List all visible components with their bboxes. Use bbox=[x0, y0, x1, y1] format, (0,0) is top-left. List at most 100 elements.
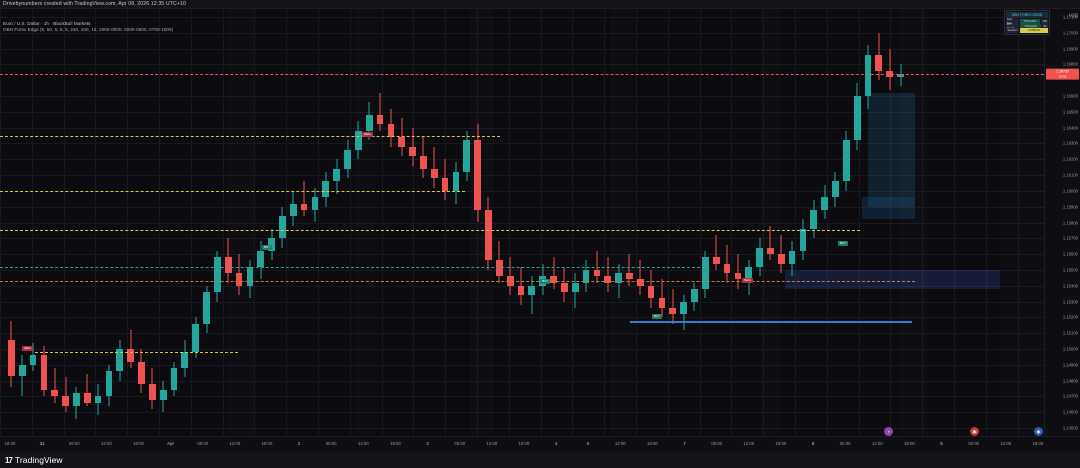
candlestick[interactable] bbox=[138, 9, 145, 436]
candlestick[interactable] bbox=[94, 9, 102, 436]
support-teal[interactable] bbox=[0, 266, 700, 268]
candlestick[interactable] bbox=[344, 9, 351, 436]
candlestick[interactable] bbox=[615, 9, 622, 436]
candlestick[interactable] bbox=[257, 9, 265, 436]
support-orange[interactable] bbox=[0, 281, 915, 282]
candlestick[interactable] bbox=[864, 9, 872, 436]
candlestick[interactable] bbox=[680, 9, 687, 436]
candlestick[interactable] bbox=[745, 9, 753, 436]
candlestick[interactable] bbox=[8, 9, 15, 436]
candlestick[interactable] bbox=[767, 9, 774, 436]
candlestick[interactable] bbox=[105, 9, 113, 436]
candlestick[interactable] bbox=[398, 9, 406, 436]
candlestick[interactable] bbox=[604, 9, 612, 436]
sell-signal-3[interactable]: SELL bbox=[742, 277, 754, 283]
candlestick[interactable] bbox=[279, 9, 286, 436]
candlestick[interactable] bbox=[474, 9, 481, 436]
chart-canvas[interactable]: SELL SELL SELL BUY BUY BUY BUY Euro / U.S. Dol… bbox=[0, 9, 1044, 436]
candlestick[interactable] bbox=[593, 9, 601, 436]
economic-event-clock[interactable]: ◑ bbox=[884, 427, 893, 436]
candlestick[interactable] bbox=[626, 9, 633, 436]
supply-zone-upper[interactable] bbox=[868, 92, 915, 207]
candlestick[interactable] bbox=[246, 9, 254, 436]
time-scale[interactable]: 18:00 31 06:00 12:00 18:00 Apr 06:00 12:00 18:00… bbox=[0, 436, 1080, 452]
candlestick[interactable] bbox=[485, 9, 492, 436]
candlestick[interactable] bbox=[300, 9, 308, 436]
candlestick[interactable] bbox=[51, 9, 59, 436]
demand-zone-blue[interactable] bbox=[785, 269, 1000, 289]
tradingview-logo[interactable]: 17 TradingView bbox=[0, 455, 63, 465]
candlestick[interactable] bbox=[268, 9, 275, 436]
candlestick[interactable] bbox=[842, 9, 850, 436]
candlestick[interactable] bbox=[788, 9, 796, 436]
candlestick[interactable] bbox=[420, 9, 427, 436]
candlestick[interactable] bbox=[430, 9, 438, 436]
support-blue[interactable] bbox=[630, 320, 912, 323]
candlestick[interactable] bbox=[235, 9, 243, 436]
buy-signal-3[interactable]: BUY bbox=[652, 314, 663, 320]
candlestick[interactable] bbox=[495, 9, 503, 436]
indicator-status-panel[interactable]: OBH FOREX EDGE KEY BuyTRIGGER100LPT Tren… bbox=[1004, 10, 1050, 35]
resistance-mid[interactable] bbox=[0, 190, 465, 192]
economic-event-news[interactable]: ▣ bbox=[970, 427, 979, 436]
candlestick[interactable] bbox=[409, 9, 416, 436]
candlestick[interactable] bbox=[712, 9, 720, 436]
candlestick[interactable] bbox=[376, 9, 384, 436]
candlestick[interactable] bbox=[387, 9, 395, 436]
economic-event-info[interactable]: ◉ bbox=[1034, 427, 1043, 436]
candlestick[interactable] bbox=[517, 9, 525, 436]
candlestick[interactable] bbox=[214, 9, 221, 436]
support-yellow-low[interactable] bbox=[35, 352, 238, 354]
candlestick[interactable] bbox=[62, 9, 69, 436]
candlestick[interactable] bbox=[506, 9, 514, 436]
candlestick[interactable] bbox=[29, 9, 37, 436]
candlestick[interactable] bbox=[441, 9, 449, 436]
candlestick[interactable] bbox=[561, 9, 568, 436]
candlestick[interactable] bbox=[691, 9, 698, 436]
candlestick[interactable] bbox=[83, 9, 91, 436]
candlestick[interactable] bbox=[159, 9, 167, 436]
candlestick[interactable] bbox=[734, 9, 742, 436]
candlestick[interactable] bbox=[723, 9, 731, 436]
candlestick[interactable] bbox=[821, 9, 828, 436]
candlestick[interactable] bbox=[810, 9, 818, 436]
candlestick[interactable] bbox=[636, 9, 644, 436]
resistance-upper[interactable] bbox=[0, 135, 500, 137]
candlestick[interactable] bbox=[170, 9, 178, 436]
candlestick[interactable] bbox=[73, 9, 80, 436]
candlestick[interactable] bbox=[127, 9, 134, 436]
candlestick[interactable] bbox=[550, 9, 557, 436]
candlestick[interactable] bbox=[539, 9, 547, 436]
candlestick[interactable] bbox=[582, 9, 590, 436]
sell-signal-1[interactable]: SELL bbox=[22, 345, 34, 351]
candlestick[interactable] bbox=[875, 9, 883, 436]
candlestick[interactable] bbox=[647, 9, 655, 436]
candlestick[interactable] bbox=[40, 9, 48, 436]
candlestick[interactable] bbox=[311, 9, 319, 436]
candlestick[interactable] bbox=[777, 9, 785, 436]
price-scale[interactable]: USD 1.17100 1.17000 1.16900 1.16800 1.16600 1.… bbox=[1044, 9, 1080, 436]
candlestick[interactable] bbox=[333, 9, 341, 436]
candlestick[interactable] bbox=[203, 9, 210, 436]
candlestick[interactable] bbox=[571, 9, 579, 436]
sell-signal-2[interactable]: SELL bbox=[362, 132, 374, 138]
candlestick[interactable] bbox=[452, 9, 460, 436]
candlestick[interactable] bbox=[897, 9, 904, 436]
candlestick[interactable] bbox=[322, 9, 330, 436]
candlestick[interactable] bbox=[463, 9, 471, 436]
candlestick[interactable] bbox=[289, 9, 297, 436]
candlestick[interactable] bbox=[528, 9, 536, 436]
candlestick[interactable] bbox=[224, 9, 232, 436]
candlestick[interactable] bbox=[799, 9, 807, 436]
resistance-lower[interactable] bbox=[0, 230, 860, 232]
candlestick[interactable] bbox=[832, 9, 839, 436]
candlestick[interactable] bbox=[886, 9, 894, 436]
candlestick[interactable] bbox=[181, 9, 189, 436]
candlestick[interactable] bbox=[669, 9, 677, 436]
candlestick[interactable] bbox=[354, 9, 362, 436]
candlestick[interactable] bbox=[365, 9, 373, 436]
candlestick[interactable] bbox=[116, 9, 124, 436]
buy-signal-4[interactable]: BUY bbox=[838, 241, 849, 247]
order-block-box[interactable] bbox=[862, 197, 915, 220]
candlestick[interactable] bbox=[18, 9, 26, 436]
